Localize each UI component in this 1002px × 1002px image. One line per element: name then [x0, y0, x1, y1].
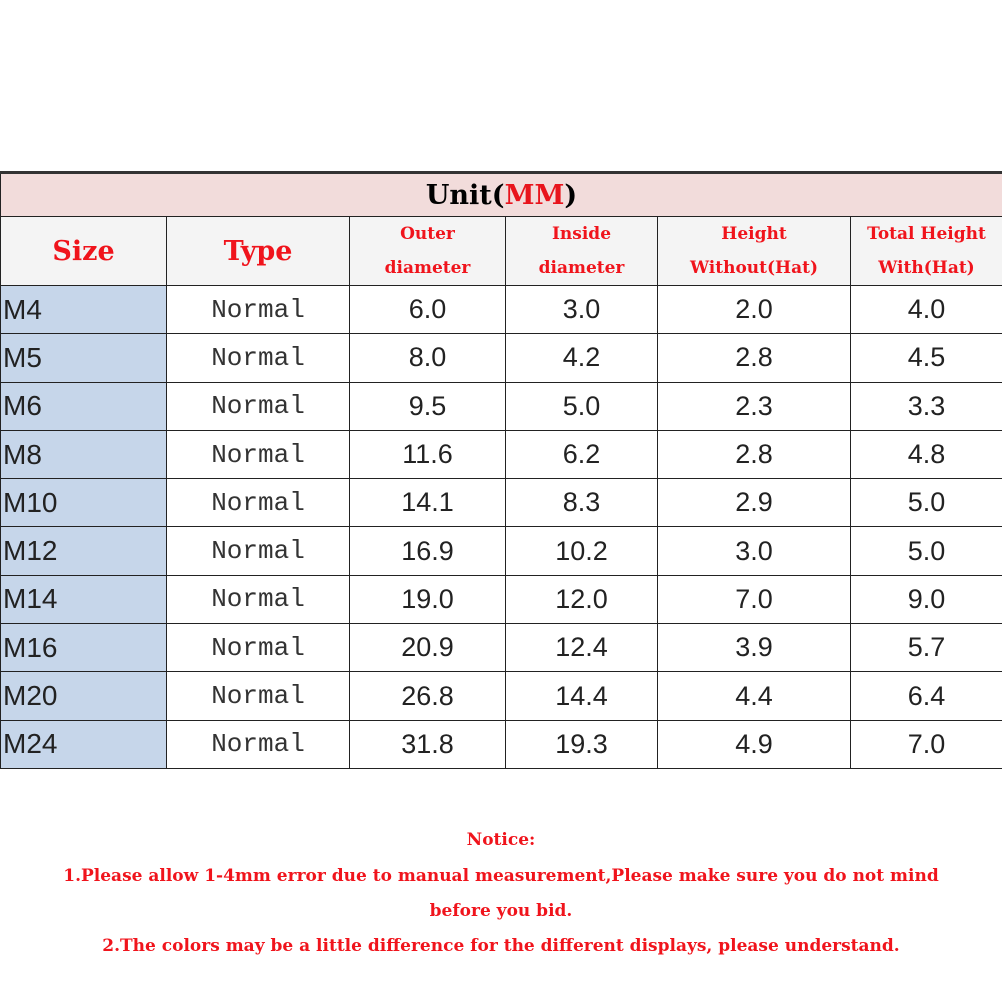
header-line: Without(Hat)	[689, 258, 819, 278]
header-size: Size	[0, 216, 167, 286]
cell-total: 5.0	[850, 478, 1002, 528]
cell-type: Normal	[166, 429, 350, 480]
cell-height: 2.8	[657, 429, 851, 480]
cell-total: 9.0	[850, 574, 1002, 625]
header-line: Outer	[400, 224, 455, 244]
cell-inside: 8.3	[505, 478, 658, 528]
table-row: M4 Normal 6.0 3.0 2.0 4.0	[0, 284, 1002, 335]
table-title-row: Unit(MM)	[0, 171, 1002, 217]
cell-height: 7.0	[657, 574, 851, 625]
cell-size: M24	[0, 719, 167, 769]
cell-total: 4.0	[850, 284, 1002, 335]
cell-height: 2.3	[657, 381, 851, 431]
cell-size: M6	[0, 381, 167, 431]
cell-total: 6.4	[850, 671, 1002, 721]
cell-inside: 10.2	[505, 526, 658, 576]
cell-total: 7.0	[850, 719, 1002, 769]
header-height-without-hat: Height Without(Hat)	[657, 216, 851, 286]
cell-type: Normal	[166, 623, 350, 673]
cell-total: 4.5	[850, 333, 1002, 383]
header-line: Total Height	[867, 224, 986, 244]
title-suffix: )	[564, 179, 578, 211]
header-line: diameter	[538, 258, 625, 278]
notice-line-2: 2.The colors may be a little difference …	[102, 936, 900, 956]
notice-heading: Notice:	[466, 830, 536, 850]
cell-size: M10	[0, 478, 167, 528]
cell-outer: 20.9	[349, 623, 506, 673]
cell-inside: 6.2	[505, 429, 658, 480]
header-line: diameter	[384, 258, 471, 278]
cell-height: 3.0	[657, 526, 851, 576]
title-text: Unit(	[425, 179, 505, 211]
cell-height: 4.9	[657, 719, 851, 769]
header-line: With(Hat)	[878, 258, 975, 278]
cell-total: 5.7	[850, 623, 1002, 673]
header-outer-diameter: Outer diameter	[349, 216, 506, 286]
table-row: M8 Normal 11.6 6.2 2.8 4.8	[0, 429, 1002, 480]
header-type: Type	[166, 216, 350, 286]
cell-inside: 5.0	[505, 381, 658, 431]
cell-total: 4.8	[850, 429, 1002, 480]
cell-size: M8	[0, 429, 167, 480]
table-row: M20 Normal 26.8 14.4 4.4 6.4	[0, 671, 1002, 721]
cell-outer: 6.0	[349, 284, 506, 335]
table-row: M14 Normal 19.0 12.0 7.0 9.0	[0, 574, 1002, 625]
cell-outer: 11.6	[349, 429, 506, 480]
cell-size: M4	[0, 284, 167, 335]
table-row: M16 Normal 20.9 12.4 3.9 5.7	[0, 623, 1002, 673]
cell-height: 2.0	[657, 284, 851, 335]
cell-height: 2.8	[657, 333, 851, 383]
cell-outer: 9.5	[349, 381, 506, 431]
cell-outer: 31.8	[349, 719, 506, 769]
cell-type: Normal	[166, 381, 350, 431]
notice-line-1-cont: before you bid.	[429, 901, 573, 921]
header-line: Height	[721, 224, 787, 244]
cell-type: Normal	[166, 574, 350, 625]
cell-total: 3.3	[850, 381, 1002, 431]
table-row: M5 Normal 8.0 4.2 2.8 4.5	[0, 333, 1002, 383]
cell-inside: 14.4	[505, 671, 658, 721]
cell-type: Normal	[166, 333, 350, 383]
cell-type: Normal	[166, 284, 350, 335]
table-title: Unit(MM)	[0, 171, 1002, 217]
cell-inside: 12.0	[505, 574, 658, 625]
table-row: M10 Normal 14.1 8.3 2.9 5.0	[0, 478, 1002, 528]
cell-total: 5.0	[850, 526, 1002, 576]
cell-outer: 8.0	[349, 333, 506, 383]
notice-line-1: 1.Please allow 1-4mm error due to manual…	[63, 866, 939, 886]
size-table: Unit(MM) Size Type Outer diameter Inside d…	[0, 171, 1002, 769]
cell-inside: 12.4	[505, 623, 658, 673]
header-row: Size Type Outer diameter Inside diameter H…	[0, 216, 1002, 286]
cell-size: M16	[0, 623, 167, 673]
cell-size: M12	[0, 526, 167, 576]
cell-height: 4.4	[657, 671, 851, 721]
cell-inside: 19.3	[505, 719, 658, 769]
cell-outer: 19.0	[349, 574, 506, 625]
cell-inside: 3.0	[505, 284, 658, 335]
header-inside-diameter: Inside diameter	[505, 216, 658, 286]
cell-size: M20	[0, 671, 167, 721]
cell-outer: 16.9	[349, 526, 506, 576]
cell-type: Normal	[166, 671, 350, 721]
cell-height: 3.9	[657, 623, 851, 673]
header-total-height-with-hat: Total Height With(Hat)	[850, 216, 1002, 286]
cell-type: Normal	[166, 719, 350, 769]
cell-type: Normal	[166, 526, 350, 576]
cell-type: Normal	[166, 478, 350, 528]
table-row: M6 Normal 9.5 5.0 2.3 3.3	[0, 381, 1002, 431]
cell-outer: 14.1	[349, 478, 506, 528]
title-unit: MM	[504, 179, 565, 211]
cell-inside: 4.2	[505, 333, 658, 383]
cell-size: M14	[0, 574, 167, 625]
cell-size: M5	[0, 333, 167, 383]
table-row: M12 Normal 16.9 10.2 3.0 5.0	[0, 526, 1002, 576]
cell-height: 2.9	[657, 478, 851, 528]
cell-outer: 26.8	[349, 671, 506, 721]
table-row: M24 Normal 31.8 19.3 4.9 7.0	[0, 719, 1002, 769]
header-line: Inside	[551, 224, 612, 244]
